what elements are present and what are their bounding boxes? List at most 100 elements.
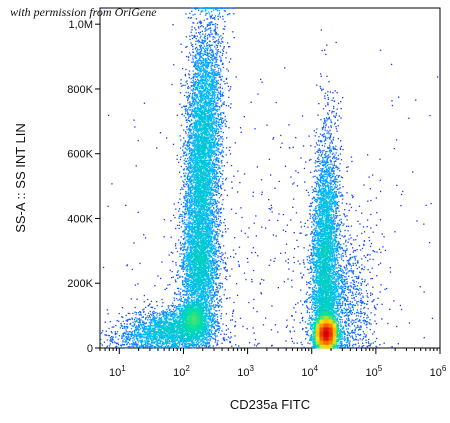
scatter-point bbox=[189, 87, 190, 88]
scatter-point bbox=[375, 341, 376, 342]
scatter-point bbox=[318, 185, 319, 186]
scatter-point bbox=[177, 225, 178, 226]
scatter-point bbox=[231, 165, 232, 166]
scatter-point bbox=[215, 259, 216, 260]
scatter-point bbox=[385, 250, 386, 251]
scatter-point bbox=[310, 234, 311, 235]
scatter-point bbox=[328, 154, 329, 155]
scatter-point bbox=[356, 303, 357, 304]
scatter-point bbox=[329, 145, 330, 146]
scatter-point bbox=[220, 118, 221, 119]
scatter-point bbox=[182, 146, 183, 147]
scatter-point bbox=[222, 55, 223, 56]
scatter-point bbox=[286, 244, 287, 245]
scatter-point bbox=[182, 280, 183, 281]
scatter-point bbox=[203, 26, 204, 27]
scatter-point bbox=[350, 243, 351, 244]
scatter-point bbox=[341, 309, 342, 310]
scatter-point bbox=[347, 338, 348, 339]
scatter-point bbox=[119, 335, 120, 336]
scatter-point bbox=[216, 239, 217, 240]
scatter-point bbox=[347, 289, 348, 290]
scatter-point bbox=[216, 253, 217, 254]
scatter-point bbox=[226, 271, 227, 272]
scatter-point bbox=[189, 177, 190, 178]
scatter-point bbox=[350, 257, 351, 258]
scatter-point bbox=[185, 191, 186, 192]
scatter-point bbox=[184, 142, 185, 143]
scatter-point bbox=[214, 175, 215, 176]
scatter-point bbox=[310, 294, 311, 295]
scatter-point bbox=[348, 340, 349, 341]
scatter-point bbox=[137, 318, 138, 319]
scatter-point bbox=[255, 339, 256, 340]
scatter-point bbox=[217, 316, 218, 317]
scatter-point bbox=[137, 328, 138, 329]
scatter-point bbox=[229, 276, 230, 277]
scatter-point bbox=[221, 298, 222, 299]
scatter-point bbox=[175, 262, 176, 263]
scatter-point bbox=[195, 79, 196, 80]
scatter-point bbox=[217, 314, 218, 315]
scatter-point bbox=[211, 64, 212, 65]
scatter-point bbox=[106, 331, 107, 332]
scatter-point bbox=[217, 236, 218, 237]
scatter-point bbox=[208, 28, 209, 29]
scatter-point bbox=[218, 269, 219, 270]
scatter-point bbox=[372, 333, 373, 334]
scatter-point bbox=[196, 38, 197, 39]
scatter-point bbox=[191, 89, 192, 90]
scatter-point bbox=[344, 336, 345, 337]
scatter-point bbox=[312, 231, 313, 232]
scatter-point bbox=[323, 136, 324, 137]
scatter-point bbox=[183, 265, 184, 266]
scatter-point bbox=[217, 143, 218, 144]
scatter-point bbox=[124, 344, 125, 345]
scatter-point bbox=[376, 225, 377, 226]
scatter-point bbox=[214, 77, 215, 78]
scatter-point bbox=[339, 246, 340, 247]
scatter-point bbox=[209, 333, 210, 334]
scatter-point bbox=[184, 347, 185, 348]
scatter-point bbox=[253, 192, 254, 193]
scatter-point bbox=[314, 176, 315, 177]
scatter-point bbox=[304, 267, 305, 268]
scatter-point bbox=[217, 286, 218, 287]
scatter-point bbox=[157, 305, 158, 306]
scatter-point bbox=[213, 10, 214, 11]
scatter-point bbox=[217, 257, 218, 258]
scatter-point bbox=[213, 207, 214, 208]
scatter-point bbox=[223, 81, 224, 82]
scatter-point bbox=[366, 317, 367, 318]
scatter-point bbox=[216, 126, 217, 127]
scatter-point bbox=[343, 213, 344, 214]
scatter-point bbox=[367, 254, 368, 255]
scatter-point bbox=[218, 325, 219, 326]
scatter-point bbox=[343, 292, 344, 293]
scatter-point bbox=[214, 219, 215, 220]
scatter-point bbox=[231, 336, 232, 337]
scatter-point bbox=[214, 176, 215, 177]
scatter-point bbox=[341, 176, 342, 177]
scatter-point bbox=[352, 337, 353, 338]
scatter-point bbox=[344, 308, 345, 309]
scatter-point bbox=[219, 107, 220, 108]
scatter-point bbox=[192, 90, 193, 91]
scatter-point bbox=[175, 281, 176, 282]
scatter-point bbox=[205, 30, 206, 31]
scatter-point bbox=[174, 293, 175, 294]
scatter-point bbox=[179, 347, 180, 348]
scatter-point bbox=[349, 264, 350, 265]
scatter-point bbox=[340, 307, 341, 308]
scatter-point bbox=[355, 263, 356, 264]
scatter-point bbox=[236, 76, 237, 77]
scatter-point bbox=[161, 311, 162, 312]
scatter-point bbox=[364, 303, 365, 304]
scatter-point bbox=[198, 10, 199, 11]
scatter-point bbox=[334, 165, 335, 166]
scatter-point bbox=[224, 257, 225, 258]
scatter-point bbox=[353, 280, 354, 281]
scatter-point bbox=[182, 347, 183, 348]
scatter-point bbox=[339, 229, 340, 230]
scatter-point bbox=[360, 326, 361, 327]
